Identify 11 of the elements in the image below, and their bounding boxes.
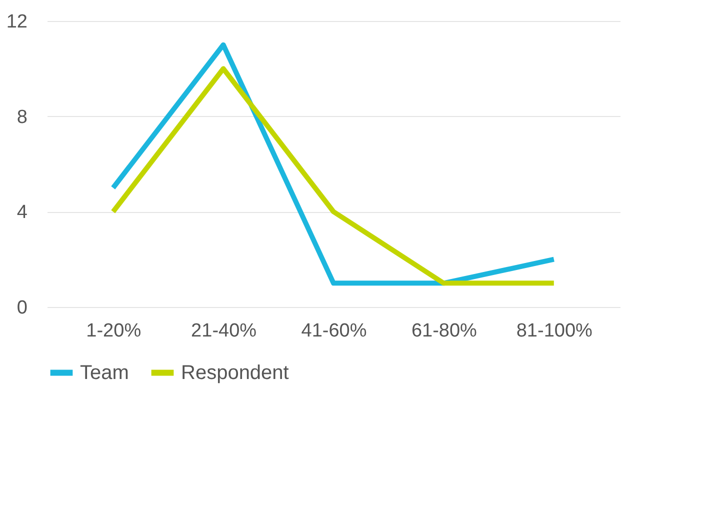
x-tick-label: 1-20%: [86, 320, 142, 342]
y-tick-label: 0: [16, 298, 28, 318]
x-tick-label: 81-100%: [516, 320, 593, 342]
y-tick-label: 8: [16, 106, 28, 128]
x-tick-label: 61-80%: [411, 320, 478, 342]
x-tick-label: 21-40%: [191, 320, 257, 342]
y-tick-label: 4: [16, 202, 28, 224]
legend-label: Team: [80, 362, 129, 384]
y-tick-label: 12: [6, 12, 28, 32]
x-tick-label: 41-60%: [301, 320, 367, 342]
legend-label: Respondent: [181, 362, 290, 384]
